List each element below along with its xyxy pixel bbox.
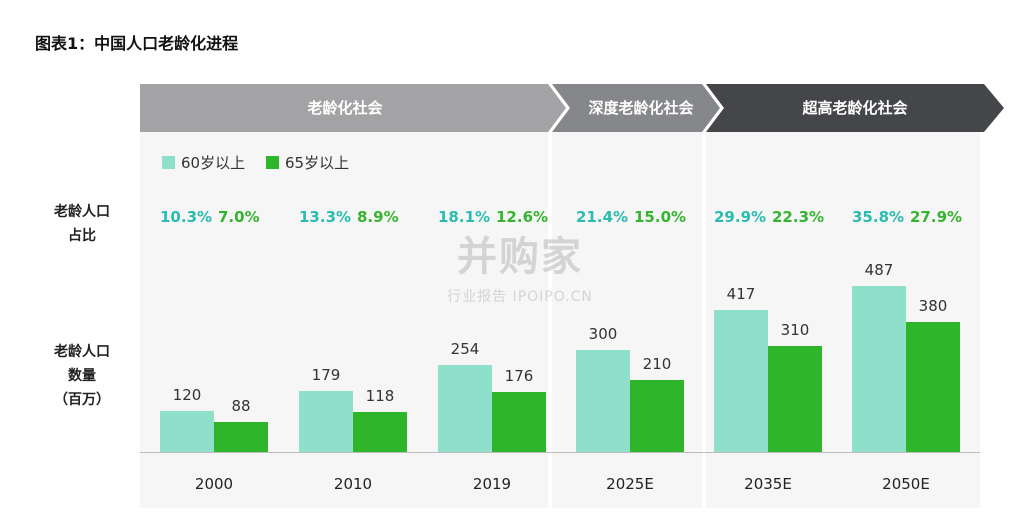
- bar-value-label: 300: [588, 324, 618, 343]
- stage-arrow-super-aging: [706, 84, 1004, 132]
- x-tick-label: 2000: [194, 475, 234, 493]
- bar-60plus: [576, 349, 630, 452]
- legend-label-65plus: 65岁以上: [285, 154, 350, 172]
- legend-swatch-65plus: [266, 156, 279, 169]
- watermark-sub: 行业报告 IPOIPO.CN: [447, 289, 593, 305]
- bar-65plus: [492, 392, 546, 452]
- watermark-main: 并购家: [457, 234, 583, 280]
- bar-65plus: [768, 346, 822, 452]
- bar-60plus: [438, 365, 492, 452]
- ratio-label-65plus: 7.0%: [218, 208, 260, 226]
- ratio-label-60plus: 21.4%: [576, 208, 629, 226]
- ratio-label-65plus: 12.6%: [496, 208, 549, 226]
- ratio-label-60plus: 18.1%: [438, 208, 491, 226]
- baseline: [140, 452, 980, 453]
- ratio-label-65plus: 15.0%: [634, 208, 687, 226]
- bar-65plus: [353, 411, 407, 452]
- ratio-label-65plus: 22.3%: [772, 208, 825, 226]
- bar-65plus: [630, 380, 684, 452]
- bar-value-label: 118: [365, 386, 395, 405]
- x-tick-label: 2035E: [744, 475, 792, 493]
- ratio-label-60plus: 35.8%: [852, 208, 905, 226]
- stage-label-deep-aging: 深度老龄化社会: [588, 99, 694, 117]
- legend-label-60plus: 60岁以上: [181, 154, 246, 172]
- bar-value-label: 380: [918, 297, 948, 316]
- bar-value-label: 254: [450, 340, 480, 359]
- stage-arrow-aging: [140, 84, 566, 132]
- stage-label-aging: 老龄化社会: [307, 99, 383, 117]
- bar-60plus: [852, 286, 906, 452]
- row-label-ratio: 老龄人口 占比: [54, 204, 110, 244]
- watermark: 并购家 行业报告 IPOIPO.CN: [405, 224, 635, 306]
- bar-value-label: 487: [864, 261, 894, 279]
- legend-swatch-60plus: [162, 156, 175, 169]
- ratio-label-65plus: 27.9%: [910, 208, 963, 226]
- chart-title: 图表1：中国人口老龄化进程: [35, 34, 239, 53]
- bar-value-label: 417: [726, 284, 756, 303]
- ratio-label-65plus: 8.9%: [357, 208, 399, 226]
- ratio-label-60plus: 13.3%: [299, 208, 352, 226]
- row-label-count: 老龄人口 数量 （百万）: [54, 344, 110, 408]
- bar-value-label: 120: [172, 386, 202, 405]
- legend-item-65plus: 65岁以上: [266, 152, 349, 173]
- bar-value-label: 179: [311, 365, 341, 384]
- bar-value-label: 176: [504, 367, 534, 385]
- x-tick-label: 2019: [472, 475, 512, 493]
- x-tick-label: 2010: [333, 475, 373, 493]
- x-tick-label: 2025E: [606, 475, 654, 493]
- bar-value-label: 310: [780, 321, 810, 340]
- bar-60plus: [160, 411, 214, 452]
- ratio-label-60plus: 29.9%: [714, 208, 767, 226]
- bar-65plus: [214, 422, 268, 452]
- x-tick-label: 2050E: [882, 475, 930, 493]
- stage-arrow-deep-aging: [552, 84, 720, 132]
- bar-60plus: [299, 390, 353, 452]
- bar-60plus: [714, 309, 768, 452]
- legend-item-60plus: 60岁以上: [162, 152, 245, 173]
- ratio-label-60plus: 10.3%: [160, 208, 213, 226]
- stage-label-super-aging: 超高老龄化社会: [802, 99, 908, 117]
- bar-value-label: 210: [642, 355, 672, 374]
- bar-value-label: 88: [231, 397, 251, 415]
- bar-65plus: [906, 322, 960, 452]
